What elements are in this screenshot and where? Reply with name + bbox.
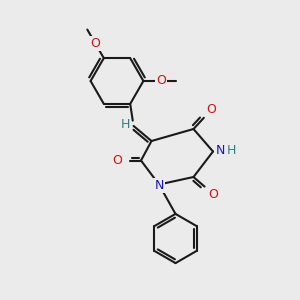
Text: O: O bbox=[207, 103, 216, 116]
Text: O: O bbox=[209, 188, 218, 201]
Text: H: H bbox=[121, 118, 130, 131]
Text: N: N bbox=[216, 144, 225, 158]
Text: N: N bbox=[154, 178, 164, 192]
Text: O: O bbox=[156, 74, 166, 88]
Text: O: O bbox=[90, 37, 100, 50]
Text: O: O bbox=[112, 154, 122, 167]
Text: H: H bbox=[227, 144, 236, 158]
